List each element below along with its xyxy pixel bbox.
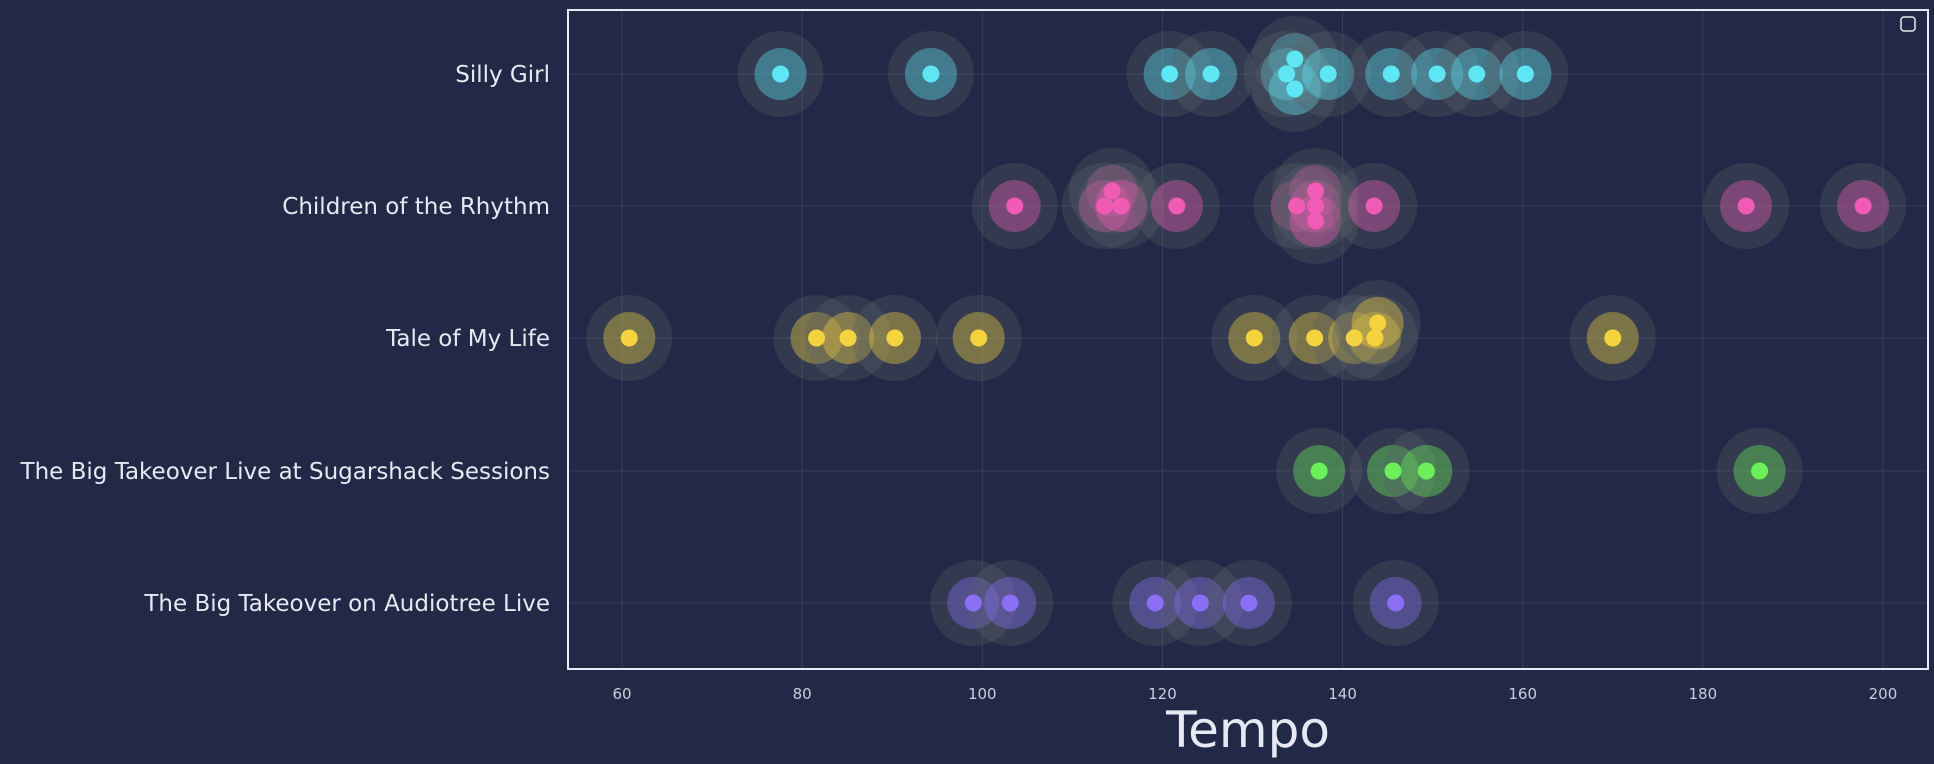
x-tick-label: 140 [1328, 685, 1357, 703]
data-point [1161, 65, 1179, 83]
x-tick-label: 60 [612, 685, 631, 703]
data-point [1751, 462, 1769, 480]
data-point [1006, 197, 1024, 215]
data-point [1369, 314, 1387, 332]
data-point [839, 329, 857, 347]
data-point [1191, 594, 1209, 612]
data-point [1278, 65, 1296, 83]
data-point [964, 594, 982, 612]
y-tick-label: Tale of My Life [385, 326, 550, 352]
x-tick-label: 200 [1869, 685, 1898, 703]
data-point [1307, 182, 1325, 200]
data-point [1384, 462, 1402, 480]
data-point [1854, 197, 1872, 215]
data-point [1146, 594, 1164, 612]
data-point [1310, 462, 1328, 480]
halo-layer [586, 16, 1907, 646]
data-point [1319, 65, 1337, 83]
data-point [886, 329, 904, 347]
data-point [1001, 594, 1019, 612]
data-point [1365, 197, 1383, 215]
data-point [1288, 197, 1306, 215]
x-tick-label: 80 [793, 685, 812, 703]
data-point [1417, 462, 1435, 480]
data-point [1286, 80, 1304, 98]
data-point [1345, 329, 1363, 347]
data-point [1366, 329, 1384, 347]
x-axis-label: Tempo [1165, 701, 1330, 759]
data-point [1103, 182, 1121, 200]
data-point [1516, 65, 1534, 83]
data-point [620, 329, 638, 347]
data-point [1286, 50, 1304, 68]
y-tick-label: The Big Takeover on Audiotree Live [143, 591, 550, 617]
legend-box [1900, 16, 1916, 32]
plot-frame [567, 9, 1929, 670]
data-point [1387, 594, 1405, 612]
data-point [1307, 212, 1325, 230]
data-point [970, 329, 988, 347]
data-point [1468, 65, 1486, 83]
data-point [772, 65, 790, 83]
data-point [1240, 594, 1258, 612]
y-tick-label: The Big Takeover Live at Sugarshack Sess… [20, 459, 550, 485]
data-point [1112, 197, 1130, 215]
data-point [1202, 65, 1220, 83]
data-point [1307, 197, 1325, 215]
data-point [1096, 197, 1114, 215]
data-point [922, 65, 940, 83]
y-tick-labels: Silly Girl Children of the Rhythm Tale of … [20, 62, 550, 617]
x-tick-label: 120 [1148, 685, 1177, 703]
x-tick-label: 180 [1689, 685, 1718, 703]
data-point [1245, 329, 1263, 347]
y-tick-label: Children of the Rhythm [282, 194, 550, 220]
data-point [1604, 329, 1622, 347]
point-layer [620, 50, 1872, 612]
y-tick-label: Silly Girl [455, 62, 550, 88]
data-point [1428, 65, 1446, 83]
x-tick-label: 160 [1508, 685, 1537, 703]
data-point [808, 329, 826, 347]
data-point [1306, 329, 1324, 347]
x-tick-label: 100 [968, 685, 997, 703]
data-point [1382, 65, 1400, 83]
data-point [1168, 197, 1186, 215]
data-point [1737, 197, 1755, 215]
x-tick-labels: 60 80 100 120 140 160 180 200 [612, 685, 1897, 703]
